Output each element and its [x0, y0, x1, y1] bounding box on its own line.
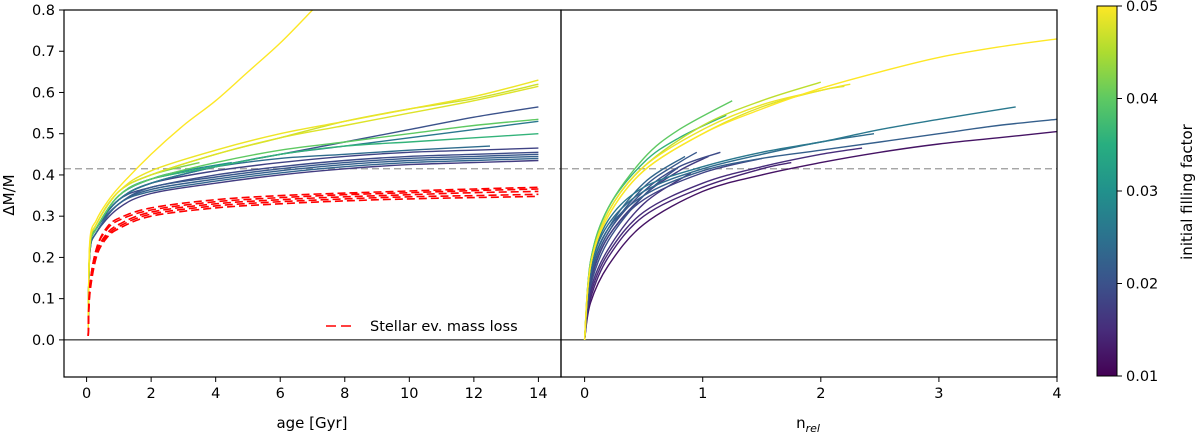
- legend: Stellar ev. mass loss: [326, 319, 518, 335]
- left-y-tick-label: 0.6: [32, 85, 55, 101]
- left-x-tick-label: 0: [82, 386, 91, 402]
- left-series-line-3: [87, 85, 539, 328]
- right-series-line-16: [583, 151, 698, 340]
- right-x-tick-label: 3: [934, 386, 943, 402]
- left-y-tick-label: 0.0: [32, 333, 55, 349]
- left-series-line-8: [87, 106, 539, 328]
- colorbar-label: initial filling factor: [1178, 123, 1196, 260]
- right-series-line-11: [583, 147, 863, 340]
- left-reference-lines: [64, 168, 561, 341]
- stellar-mass-loss-line-2: [87, 190, 539, 336]
- left-x-tick-label: 10: [400, 386, 418, 402]
- left-y-tick-label: 0.3: [32, 209, 55, 225]
- right-x-tick-label: 4: [1052, 386, 1061, 402]
- left-x-ticks: 0 2 4 6 8 10 12 14: [82, 377, 548, 402]
- legend-label: Stellar ev. mass loss: [370, 319, 518, 335]
- left-series-line-11: [87, 153, 539, 328]
- left-x-tick-label: 2: [147, 386, 156, 402]
- left-x-tick-label: 8: [340, 386, 349, 402]
- left-y-ticks: 0.0 0.1 0.2 0.3 0.4 0.5 0.6 0.7 0.8: [32, 3, 64, 349]
- left-y-tick-label: 0.4: [32, 168, 55, 184]
- colorbar-ticks: 0.01 0.02 0.03 0.04 0.05: [1117, 0, 1158, 385]
- left-y-tick-label: 0.2: [32, 250, 55, 266]
- left-y-tick-label: 0.5: [32, 127, 55, 143]
- left-series-line-5: [87, 118, 539, 328]
- right-x-ticks: 0 1 2 3 4: [580, 377, 1062, 402]
- stellar-mass-loss-line-3: [87, 193, 539, 336]
- right-x-tick-label: 0: [580, 386, 589, 402]
- left-panel: 0 2 4 6 8 10 12 14 0.00.10.20.30.40.50.60.70.8 …: [0, 3, 562, 432]
- left-y-tick-label: 0.8: [32, 3, 55, 19]
- left-series-line-13: [87, 157, 539, 328]
- right-panel: 0 1 2 3 4 nrel: [560, 9, 1062, 435]
- colorbar-tick-label: 0.01: [1126, 369, 1158, 385]
- stellar-mass-loss-line-5: [87, 186, 539, 336]
- right-series-line-1: [583, 38, 1057, 340]
- left-series-line-1: [87, 10, 313, 328]
- stellar-mass-loss-line-4: [87, 195, 539, 336]
- right-x-axis-label: nrel: [796, 414, 820, 435]
- colorbar-tick-label: 0.03: [1126, 184, 1158, 200]
- left-series-line-4: [87, 83, 539, 328]
- right-x-tick-label: 2: [816, 386, 825, 402]
- left-stellar-mass-loss: [87, 186, 539, 336]
- left-series-line-7: [87, 120, 539, 328]
- left-series-line-9: [87, 147, 539, 328]
- right-x-tick-label: 1: [698, 386, 707, 402]
- left-y-axis-label: ΔM/M: [0, 174, 18, 215]
- right-reference-lines: [561, 168, 1057, 341]
- colorbar-tick-label: 0.02: [1126, 277, 1158, 293]
- left-x-tick-label: 6: [276, 386, 285, 402]
- left-x-axis-label: age [Gyr]: [276, 414, 347, 432]
- right-x-axis-subscript: rel: [806, 422, 820, 435]
- left-series-line-2: [87, 79, 539, 328]
- right-series-line-10: [583, 130, 1057, 341]
- right-series-line-12: [583, 161, 792, 341]
- colorbar-tick-label: 0.05: [1126, 0, 1158, 15]
- left-y-tick-label: 0.1: [32, 292, 55, 308]
- left-y-tick-label: 0.7: [32, 44, 55, 60]
- colorbar-tick-label: 0.04: [1126, 92, 1158, 108]
- left-x-tick-label: 12: [465, 386, 483, 402]
- right-plot-frame: [560, 9, 1058, 378]
- left-x-tick-label: 14: [529, 386, 547, 402]
- colorbar-gradient: [1096, 5, 1118, 377]
- colorbar: 0.01 0.02 0.03 0.04 0.05 initial filling fac…: [1096, 0, 1196, 385]
- right-series: [583, 38, 1057, 341]
- left-x-tick-label: 4: [211, 386, 220, 402]
- right-series-line-7: [583, 106, 1016, 340]
- left-series: [87, 10, 539, 328]
